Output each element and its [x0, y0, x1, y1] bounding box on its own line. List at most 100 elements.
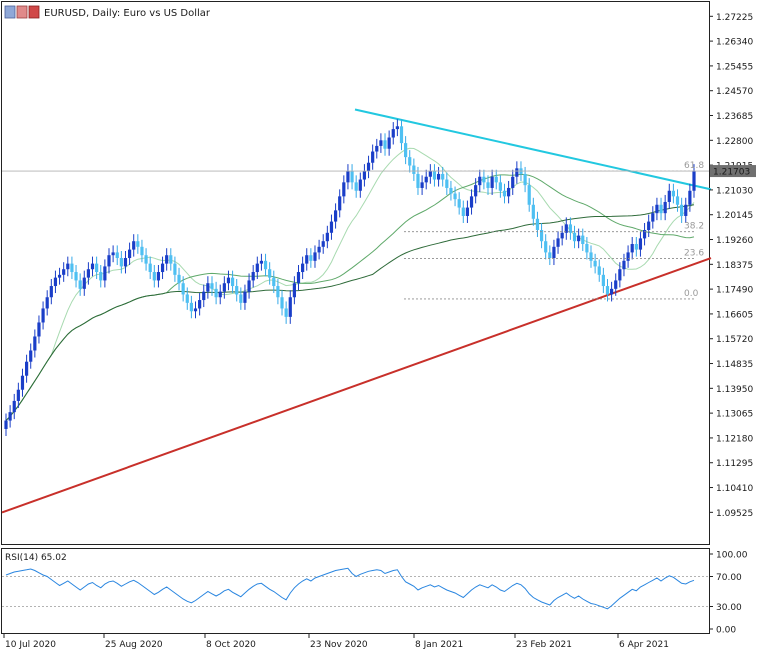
- chart-header: EURUSD, Daily: Euro vs US Dollar: [4, 5, 211, 19]
- candle: [342, 175, 346, 204]
- candle: [416, 166, 420, 195]
- candle: [638, 231, 643, 257]
- candle: [618, 262, 622, 288]
- candle: [684, 197, 688, 223]
- candle: [193, 301, 198, 319]
- candle: [169, 248, 173, 271]
- candle: [366, 155, 371, 179]
- candle: [222, 276, 226, 299]
- candle: [482, 169, 486, 190]
- candle: [408, 150, 412, 173]
- candle: [276, 279, 280, 305]
- rsi-title: RSI(14) 65.02: [5, 553, 67, 563]
- price-tick-label: 1.13950: [716, 385, 753, 395]
- candle: [185, 287, 189, 310]
- candle: [383, 133, 387, 156]
- candle: [49, 279, 53, 305]
- candle: [675, 189, 680, 212]
- candle: [511, 169, 515, 195]
- price-tick-label: 1.10410: [716, 484, 753, 494]
- candle: [33, 329, 37, 358]
- candle: [103, 259, 107, 288]
- candle: [70, 256, 74, 280]
- candle: [119, 251, 123, 274]
- date-tick-label: 23 Feb 2021: [516, 640, 572, 650]
- candle: [218, 284, 222, 305]
- candle: [544, 234, 548, 260]
- date-tick-label: 8 Oct 2020: [206, 640, 256, 650]
- candle: [148, 256, 152, 280]
- candle: [568, 217, 573, 240]
- rsi-tick-label: 100.00: [716, 551, 748, 561]
- candle: [82, 270, 86, 296]
- candle: [259, 253, 264, 271]
- candle: [375, 138, 379, 159]
- candle: [210, 276, 214, 296]
- price-tick-label: 1.11295: [716, 459, 753, 469]
- candle: [634, 236, 638, 257]
- candle: [127, 242, 132, 266]
- candle: [585, 236, 589, 260]
- candle: [24, 354, 29, 383]
- candle: [57, 267, 62, 285]
- fib-level-label: 61.8: [684, 161, 704, 171]
- price-tick-label: 1.25455: [716, 62, 753, 72]
- candle: [16, 382, 20, 408]
- fib-level-label: 0.0: [684, 289, 699, 299]
- date-tick-label: 8 Jan 2021: [415, 640, 463, 650]
- candle: [453, 186, 457, 207]
- candle: [548, 245, 552, 266]
- main-chart-frame: [1, 1, 710, 545]
- candle: [4, 413, 8, 436]
- date-tick-label: 6 Apr 2021: [619, 640, 669, 650]
- candle: [313, 245, 317, 268]
- price-tick-label: 1.14835: [716, 360, 753, 370]
- candle: [321, 234, 325, 254]
- candle: [235, 279, 239, 302]
- rsi-frame: [1, 548, 710, 634]
- candle: [53, 270, 58, 294]
- support-trendline: [1, 257, 712, 514]
- candle: [671, 183, 676, 204]
- candle: [181, 276, 185, 302]
- candle: [465, 200, 470, 223]
- candle: [354, 175, 358, 198]
- price-tick-label: 1.19260: [716, 236, 753, 246]
- candle: [202, 284, 206, 308]
- candle: [395, 119, 399, 137]
- candle: [420, 175, 424, 195]
- candle: [29, 343, 33, 369]
- candle: [478, 169, 482, 193]
- candle: [86, 262, 90, 285]
- candle: [115, 245, 119, 266]
- candle: [581, 228, 585, 252]
- candle: [436, 166, 441, 187]
- candle: [173, 256, 177, 282]
- candle: [564, 217, 568, 240]
- candle: [156, 265, 161, 288]
- candle: [189, 295, 193, 319]
- candle: [560, 225, 564, 246]
- candle: [655, 197, 659, 221]
- rsi-tick-label: 70.00: [716, 573, 742, 583]
- candle: [309, 248, 313, 268]
- candle: [41, 301, 45, 330]
- ma-slow-line: [5, 204, 695, 421]
- candle: [486, 175, 490, 195]
- window-icon-2: [16, 5, 28, 19]
- candle: [152, 265, 156, 288]
- candle: [239, 287, 243, 310]
- candle: [630, 236, 634, 260]
- rsi-tick-label: 30.00: [716, 603, 742, 613]
- candle: [539, 222, 544, 249]
- candle: [206, 276, 210, 299]
- candle: [136, 234, 140, 254]
- candle: [305, 248, 309, 271]
- candle: [614, 273, 618, 296]
- candle: [198, 293, 202, 316]
- candle: [296, 265, 301, 291]
- price-tick-label: 1.12180: [716, 434, 753, 444]
- candle: [140, 239, 144, 263]
- candle: [490, 169, 494, 195]
